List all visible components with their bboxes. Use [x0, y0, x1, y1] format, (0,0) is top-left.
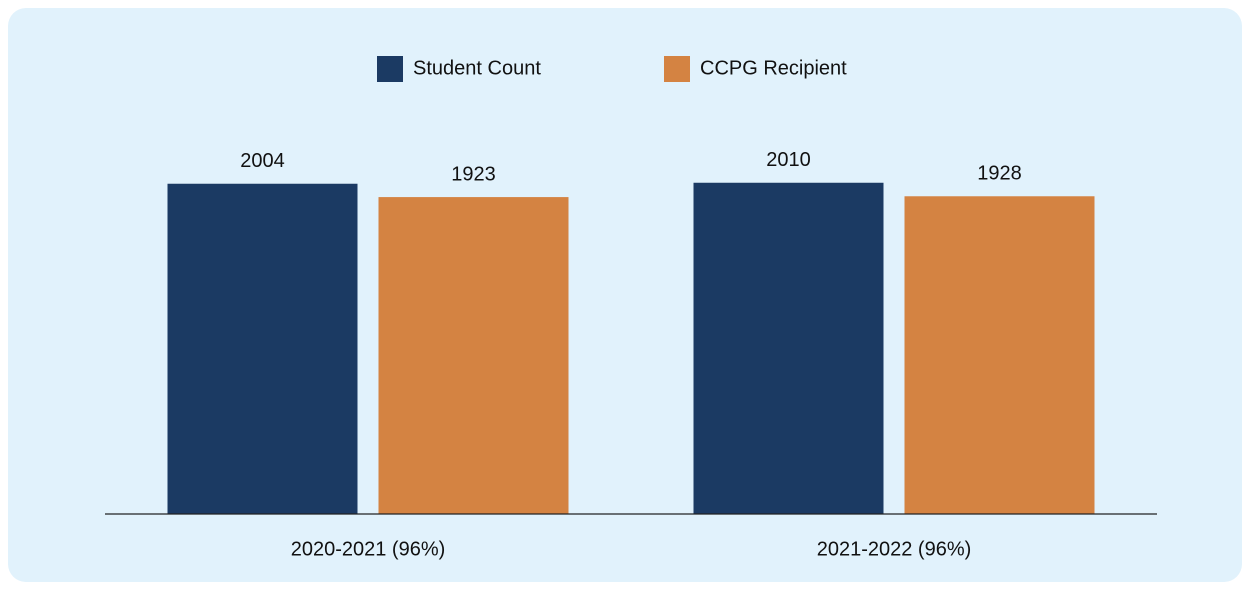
- x-tick-label: 2020-2021 (96%): [291, 538, 446, 560]
- value-label: 2004: [240, 150, 285, 172]
- bar: [693, 182, 884, 514]
- bar: [378, 197, 569, 514]
- value-label: 1923: [451, 163, 496, 185]
- bar: [904, 196, 1095, 514]
- x-tick-label: 2021-2022 (96%): [817, 538, 972, 560]
- value-label: 1928: [977, 163, 1022, 185]
- legend-swatch: [377, 56, 403, 82]
- legend-label: Student Count: [413, 57, 541, 79]
- legend-label: CCPG Recipient: [700, 57, 847, 79]
- bar: [167, 183, 358, 515]
- legend-swatch: [664, 56, 690, 82]
- value-label: 2010: [766, 149, 811, 171]
